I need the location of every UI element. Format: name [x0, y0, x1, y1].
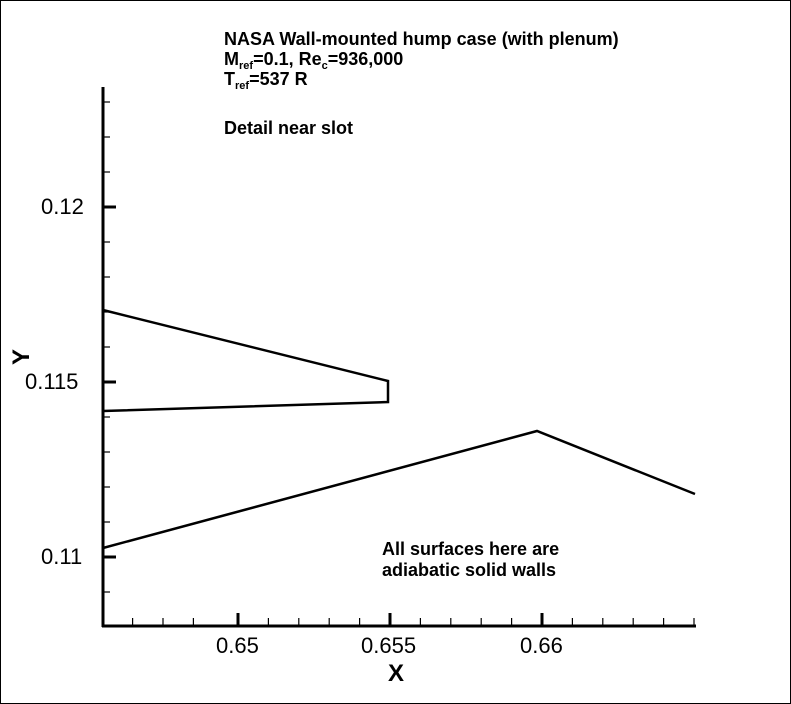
- annotation-line-1: All surfaces here are: [382, 539, 560, 559]
- surface-annotation: All surfaces here are adiabatic solid wa…: [382, 539, 559, 581]
- x-tick-label: 0.66: [520, 633, 563, 658]
- temp-value: =537 R: [249, 69, 308, 89]
- y-tick-label: 0.115: [25, 369, 79, 394]
- x-tick-label: 0.655: [361, 633, 417, 658]
- conditions-line-2: Tref=537 R: [224, 69, 619, 92]
- conditions-line-1: Mref=0.1, Rec=936,000: [224, 49, 619, 72]
- reynolds-value: =936,000: [327, 49, 404, 69]
- x-major-ticks: [236, 613, 544, 626]
- detail-label: Detail near slot: [224, 118, 354, 138]
- y-axis-label: Y: [8, 348, 36, 366]
- mach-value: =0.1, Re: [253, 49, 322, 69]
- chart-title: NASA Wall-mounted hump case (with plenum…: [224, 29, 619, 49]
- lower-hump-surface-line: [102, 429, 696, 550]
- reynolds-subscript: c: [321, 60, 328, 72]
- mach-symbol: M: [224, 49, 239, 69]
- upper-slot-lip-line: [102, 308, 390, 413]
- temp-symbol: T: [224, 69, 235, 89]
- y-minor-ticks: [103, 101, 110, 593]
- annotation-line-2: adiabatic solid walls: [382, 560, 557, 580]
- y-major-ticks: [103, 205, 116, 559]
- y-tick-label: 0.11: [41, 544, 83, 569]
- y-tick-label: 0.12: [41, 194, 84, 219]
- title-block: NASA Wall-mounted hump case (with plenum…: [224, 29, 619, 92]
- x-minor-ticks: [132, 618, 695, 626]
- mach-subscript: ref: [239, 60, 254, 72]
- x-tick-label: 0.65: [216, 633, 259, 658]
- temp-subscript: ref: [235, 80, 250, 92]
- x-axis-label: X: [388, 660, 405, 687]
